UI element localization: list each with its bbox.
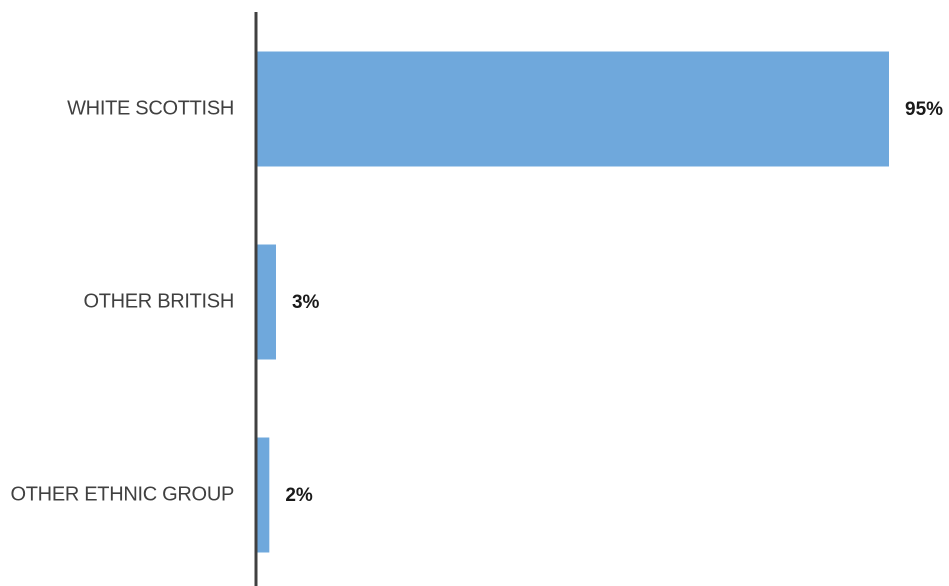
value-label-0: 95% [905, 99, 943, 120]
bars-layer [256, 51, 889, 553]
labels-layer: WHITE SCOTTISH 95% OTHER BRITISH 3% OTHER ET… [11, 97, 944, 506]
category-label-0: WHITE SCOTTISH [67, 97, 234, 119]
value-label-1: 3% [292, 292, 320, 313]
value-label-2: 2% [285, 485, 313, 506]
category-label-1: OTHER BRITISH [83, 290, 234, 312]
bar-1 [256, 244, 276, 360]
bar-2 [256, 437, 270, 553]
category-label-2: OTHER ETHNIC GROUP [11, 483, 235, 505]
bar-0 [256, 51, 889, 167]
